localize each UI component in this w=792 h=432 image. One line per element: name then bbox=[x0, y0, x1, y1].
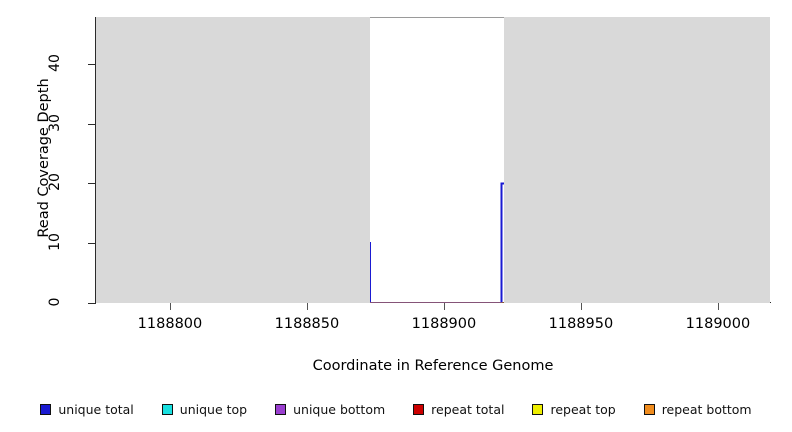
legend-item[interactable]: unique top bbox=[161, 401, 248, 417]
shaded-region bbox=[504, 17, 770, 303]
y-tick-label: 10 bbox=[47, 233, 63, 252]
y-tick bbox=[88, 63, 96, 65]
y-tick bbox=[88, 183, 96, 185]
x-tick-label: 1188850 bbox=[274, 316, 340, 332]
legend-label: repeat top bbox=[550, 401, 616, 417]
legend-label: repeat total bbox=[431, 401, 505, 417]
legend-swatch-icon bbox=[275, 403, 287, 415]
legend-item[interactable]: unique total bbox=[40, 401, 134, 417]
legend-swatch-icon bbox=[40, 403, 52, 415]
x-tick bbox=[717, 303, 719, 310]
y-tick-label: 40 bbox=[47, 53, 63, 72]
legend-item[interactable]: repeat bottom bbox=[643, 401, 752, 417]
y-tick-label: 30 bbox=[47, 113, 63, 132]
x-tick-label: 1189000 bbox=[685, 316, 751, 332]
legend-label: unique bottom bbox=[293, 401, 386, 417]
x-tick-label: 1188950 bbox=[548, 316, 614, 332]
legend-item[interactable]: repeat total bbox=[413, 402, 504, 417]
x-axis-title: Coordinate in Reference Genome bbox=[312, 358, 554, 374]
y-axis-line bbox=[95, 17, 96, 303]
x-tick bbox=[306, 303, 308, 310]
legend-swatch-icon bbox=[161, 403, 173, 415]
legend-label: unique total bbox=[58, 401, 134, 417]
y-tick bbox=[88, 123, 96, 125]
legend-swatch-icon bbox=[413, 403, 425, 415]
legend-item[interactable]: repeat top bbox=[532, 401, 616, 417]
x-tick-label: 1188900 bbox=[411, 316, 477, 332]
shaded-region bbox=[96, 17, 370, 303]
legend-swatch-icon bbox=[643, 403, 655, 415]
x-tick bbox=[443, 303, 445, 310]
x-tick-label: 1188800 bbox=[137, 316, 203, 332]
x-tick bbox=[580, 303, 582, 310]
x-tick bbox=[169, 303, 171, 310]
y-tick bbox=[88, 303, 96, 304]
panel-top-rule bbox=[369, 17, 505, 18]
legend-swatch-icon bbox=[532, 403, 544, 415]
legend-item[interactable]: unique bottom bbox=[275, 402, 385, 417]
y-tick-label: 20 bbox=[47, 173, 63, 192]
y-tick-label: 0 bbox=[47, 297, 63, 307]
chart-legend: unique total unique top unique bottom repea… bbox=[0, 398, 792, 420]
plot-area bbox=[96, 17, 770, 303]
y-tick bbox=[88, 243, 96, 245]
legend-label: repeat bottom bbox=[661, 401, 752, 417]
legend-label: unique top bbox=[179, 401, 248, 417]
